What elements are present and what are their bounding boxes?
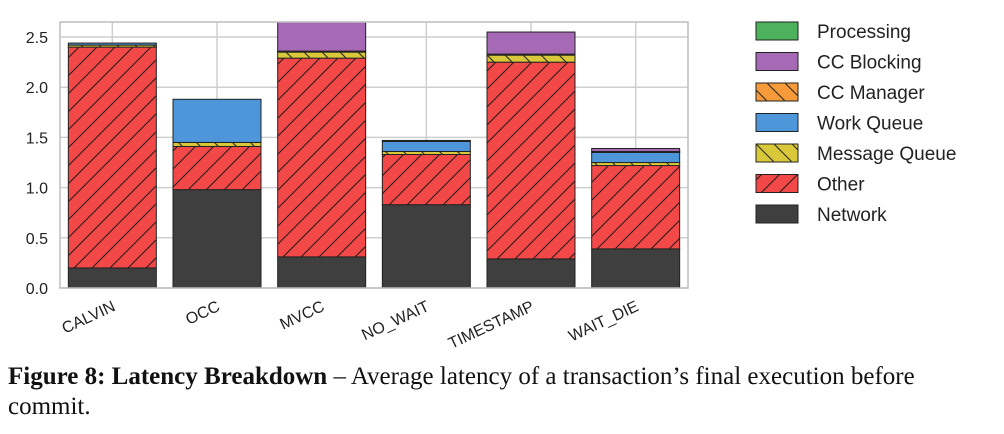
bar-hatch-other <box>382 154 471 205</box>
caption-text: – Average latency of a transaction’s fin… <box>8 363 915 420</box>
bar-hatch-message-queue <box>487 55 575 63</box>
legend-label-message-queue: Message Queue <box>817 144 956 165</box>
bar-hatch-other <box>277 58 366 257</box>
legend-swatch-cc-blocking <box>755 52 799 71</box>
bar-segment-cc-blocking <box>277 22 367 52</box>
x-tick-label: MVCC <box>277 298 327 333</box>
bar-hatch-cc-manager <box>487 54 575 56</box>
y-tick-label: 0.5 <box>26 231 48 248</box>
bar-hatch-cc-manager <box>277 51 366 53</box>
bar-hatch-cc-manager <box>382 140 471 142</box>
plot-area: 0.0 0.5 1.0 1.5 2.0 2.5 CALVIN OCC MVCC NO_WAIT TI… <box>26 21 689 353</box>
latency-breakdown-chart: 0.0 0.5 1.0 1.5 2.0 2.5 CALVIN OCC MVCC NO_WAIT TI… <box>26 21 956 353</box>
bar-hatch-message-queue <box>382 151 471 155</box>
legend-label-cc-manager: CC Manager <box>817 83 925 104</box>
bar-hatch-other <box>487 62 575 259</box>
bar-segment-network <box>486 258 576 288</box>
bar-hatch-message-queue <box>68 45 157 48</box>
x-tick-label: WAIT_DIE <box>566 298 641 345</box>
bar-hatch-message-queue <box>277 52 366 59</box>
legend-label-work-queue: Work Queue <box>817 114 923 135</box>
legend-label-network: Network <box>817 205 887 226</box>
bar-hatch-other <box>68 47 157 268</box>
legend-swatch-processing <box>755 21 799 41</box>
legend-label-other: Other <box>817 175 865 196</box>
plot-frame <box>59 21 689 289</box>
legend-label-cc-blocking: CC Blocking <box>817 53 922 74</box>
legend-hatch-message-queue <box>756 144 798 162</box>
legend-label-processing: Processing <box>817 22 911 43</box>
y-tick-label: 1.0 <box>26 181 48 198</box>
bar-segment-work-queue <box>591 151 681 164</box>
bar-hatch-other <box>591 165 680 249</box>
bar-segment-work-queue <box>381 140 471 152</box>
legend-swatch-network <box>755 204 799 224</box>
bars <box>67 22 681 288</box>
bar-hatch-other <box>173 146 261 190</box>
plot-background <box>60 22 688 288</box>
x-tick-label: OCC <box>183 298 222 328</box>
bar-segment-work-queue <box>67 42 157 46</box>
bar-segment-network <box>591 248 681 288</box>
y-tick-label: 1.5 <box>26 130 48 147</box>
legend-hatch-other <box>756 174 798 193</box>
legend-hatch-cc-manager <box>756 83 798 101</box>
bar-hatch-message-queue <box>591 162 680 166</box>
figure-caption: Figure 8: Latency Breakdown – Average la… <box>8 362 998 422</box>
legend-swatch-work-queue <box>755 113 799 132</box>
x-tick-label: CALVIN <box>60 298 118 337</box>
caption-label: Figure 8: Latency Breakdown <box>8 363 328 390</box>
x-tick-label: TIMESTAMP <box>446 298 537 352</box>
bar-hatch-message-queue <box>173 142 261 147</box>
x-tick-label: NO_WAIT <box>359 298 432 344</box>
y-tick-label: 2.0 <box>26 80 48 97</box>
bar-segment-network <box>67 267 157 288</box>
bar-segment-network <box>381 204 471 288</box>
y-tick-label: 2.5 <box>26 30 48 47</box>
y-tick-label: 0.0 <box>26 281 48 298</box>
bar-segment-network <box>172 189 262 288</box>
bar-segment-cc-blocking <box>486 31 576 55</box>
legend: Processing CC Blocking CC Manager Work Queu… <box>755 21 956 226</box>
bar-segment-cc-blocking <box>591 147 681 152</box>
bar-segment-network <box>277 256 367 288</box>
bar-hatch-cc-manager <box>591 151 680 153</box>
bar-segment-work-queue <box>172 98 262 143</box>
